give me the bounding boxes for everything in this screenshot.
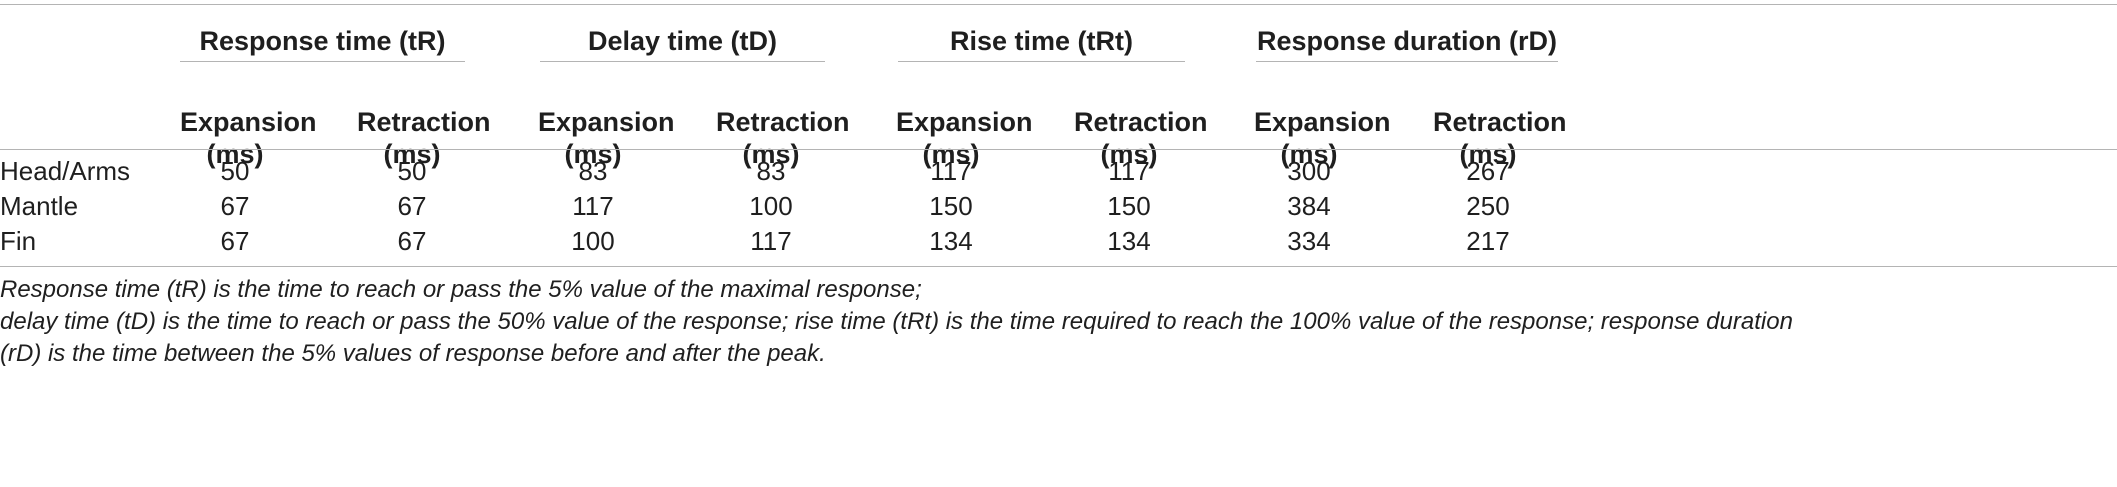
table-cell: 67 <box>397 191 427 221</box>
subheader-trt-retraction: Retraction (ms) <box>1074 107 1208 169</box>
table-cell: 117 <box>572 191 614 221</box>
table-bottom-rule <box>0 266 2117 267</box>
table-cell: 300 <box>1287 156 1331 186</box>
table-cell: 117 <box>930 156 972 186</box>
footnote-line: (rD) is the time between the 5% values o… <box>0 340 826 367</box>
table-cell: 67 <box>220 191 250 221</box>
table-cell: 150 <box>1107 191 1151 221</box>
group-header-response-duration: Response duration (rD) <box>1256 26 1558 56</box>
group-header-delay-time: Delay time (tD) <box>587 26 778 56</box>
subheader-tr-expansion: Expansion (ms) <box>180 107 317 169</box>
subheader-trt-expansion: Expansion (ms) <box>896 107 1033 169</box>
row-label: Mantle <box>0 191 79 221</box>
table-cell: 267 <box>1466 156 1510 186</box>
header-bottom-rule <box>0 149 2117 150</box>
row-label: Head/Arms <box>0 156 131 186</box>
subheader-td-retraction: Retraction (ms) <box>716 107 850 169</box>
group-rule-response-time <box>180 61 465 62</box>
row-label: Fin <box>0 226 37 256</box>
group-rule-rise-time <box>898 61 1185 62</box>
table-cell: 100 <box>749 191 793 221</box>
group-header-response-time: Response time (tR) <box>199 26 446 56</box>
table-cell: 117 <box>1108 156 1150 186</box>
table-cell: 50 <box>397 156 427 186</box>
table-cell: 384 <box>1287 191 1331 221</box>
table-cell: 334 <box>1287 226 1331 256</box>
footnote-line: Response time (tR) is the time to reach … <box>0 276 922 303</box>
table-cell: 67 <box>220 226 250 256</box>
table-cell: 250 <box>1466 191 1510 221</box>
table-cell: 134 <box>1107 226 1151 256</box>
table-cell: 117 <box>750 226 792 256</box>
subheader-td-expansion: Expansion (ms) <box>538 107 675 169</box>
table-cell: 217 <box>1466 226 1510 256</box>
table-cell: 50 <box>220 156 250 186</box>
table-top-rule <box>0 4 2117 5</box>
subheader-tr-retraction: Retraction (ms) <box>357 107 491 169</box>
table-cell: 83 <box>756 156 786 186</box>
subheader-rd-expansion: Expansion (ms) <box>1254 107 1391 169</box>
table-cell: 100 <box>571 226 615 256</box>
footnote-line: delay time (tD) is the time to reach or … <box>0 308 1793 335</box>
group-rule-delay-time <box>540 61 825 62</box>
group-rule-response-duration <box>1256 61 1558 62</box>
table-cell: 67 <box>397 226 427 256</box>
group-header-rise-time: Rise time (tRt) <box>949 26 1133 56</box>
table-cell: 150 <box>929 191 973 221</box>
subheader-rd-retraction: Retraction (ms) <box>1433 107 1567 169</box>
table-cell: 134 <box>929 226 973 256</box>
table-cell: 83 <box>578 156 608 186</box>
